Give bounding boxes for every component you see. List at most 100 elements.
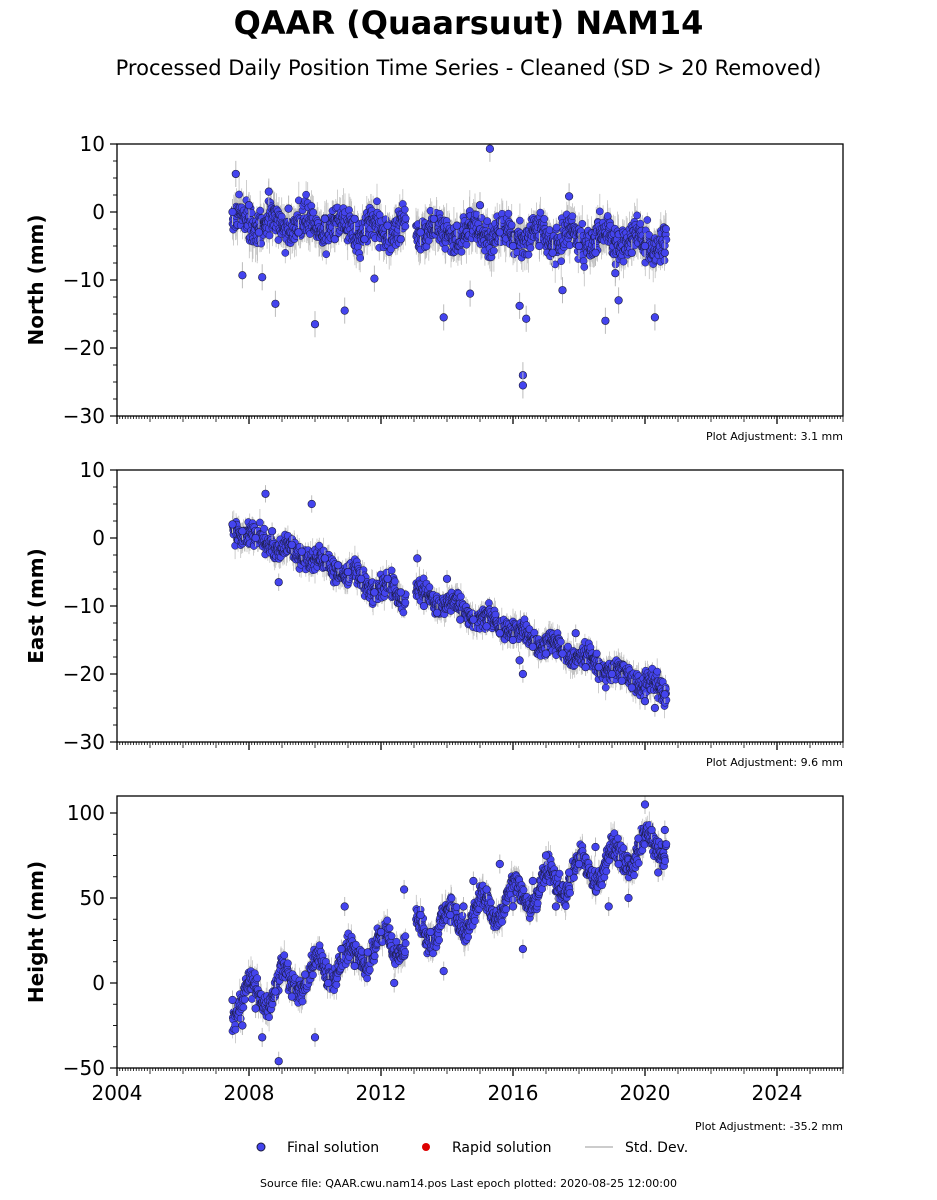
panel-1-data-point: [350, 214, 359, 223]
y-tick-label: −20: [63, 336, 105, 360]
panel-2-data-point: [419, 601, 429, 611]
panel-1-data-point: [258, 273, 267, 282]
x-tick-label: 2008: [224, 1081, 275, 1105]
panel-2-data-point: [433, 608, 442, 617]
panel-1-data-point: [271, 299, 280, 308]
panel-2-data-point: [660, 690, 669, 699]
y-tick-label: 50: [80, 886, 105, 910]
x-tick-label: 2004: [92, 1081, 143, 1105]
panel-3-data-point: [640, 800, 650, 809]
legend-rapid-marker: [422, 1143, 430, 1151]
panel-3-data-point: [634, 834, 643, 843]
panel-2-data-point: [581, 663, 590, 672]
panel-3-data-point: [376, 927, 386, 937]
panel-1-data-point: [370, 274, 379, 283]
panel-3-data-point: [614, 859, 623, 869]
panel-1-data-point: [360, 235, 369, 244]
panel-3-data-point: [654, 868, 663, 877]
page-title: QAAR (Quaarsuut) NAM14: [233, 4, 704, 42]
y-tick-label: 0: [92, 526, 105, 550]
panel-2-data-point: [320, 554, 330, 563]
panel-1-data-point: [320, 214, 330, 223]
panel-3-data-point: [258, 1033, 267, 1042]
panel-2-data-point: [650, 703, 660, 713]
panel-2-data-point: [640, 697, 650, 706]
panel-1-data-point: [228, 207, 237, 217]
panel-3-data-point: [350, 961, 359, 971]
y-tick-label: −50: [63, 1056, 105, 1080]
panel-1-data-point: [475, 201, 485, 210]
panel-2-data-point: [528, 642, 537, 651]
panel-1-data-point: [231, 169, 240, 179]
y-tick-label: 10: [80, 458, 105, 482]
panel-2-data-point: [297, 547, 306, 556]
panel-1-data-point: [558, 286, 567, 295]
panel-3-data-point: [528, 876, 537, 886]
panel-2-data-point: [413, 554, 422, 563]
panel-2: 10 0 −10 −20 −30 East (mm) Plot Adjustment: 9.…: [24, 458, 844, 769]
panel-1-data-point: [284, 204, 293, 213]
panel-1-data-point: [614, 296, 623, 305]
panel-3-data-point: [495, 859, 504, 869]
panel-3-data-point: [416, 910, 425, 920]
panel-3-data-point: [340, 902, 349, 911]
panel-3-data-point: [238, 1021, 247, 1030]
panel-2-data-point: [442, 574, 452, 583]
panel-1-data-point: [650, 313, 660, 322]
legend-final-marker: [256, 1142, 266, 1152]
panel-1-data-point: [601, 316, 610, 325]
panel-2-data-point: [518, 669, 528, 679]
panel-3-data-point: [324, 978, 333, 988]
panel-3-data-point: [604, 902, 613, 911]
panel-3-data-point: [310, 1033, 320, 1042]
legend: Final solution Rapid solution Std. Dev.: [256, 1140, 688, 1156]
panel-1-data-point: [591, 248, 600, 257]
panel-3-frame: [116, 795, 844, 1069]
panel-3-data-point: [363, 948, 372, 957]
panel-1-data-point: [627, 248, 636, 257]
panel-1-data-point: [330, 235, 339, 244]
panel-1-data-point: [264, 187, 273, 196]
y-tick-label: −30: [63, 730, 105, 754]
panel-1-data-point: [485, 144, 495, 153]
panel-2-data-point: [456, 615, 465, 624]
y-tick-label: 100: [67, 801, 105, 825]
panel-3-data-point: [624, 893, 633, 903]
panel-1-data-point: [508, 241, 518, 251]
panel-1-data-point: [340, 306, 349, 315]
panel-2-data-point: [238, 527, 247, 536]
panel-3-data-point: [400, 885, 409, 894]
panel-3-data-point: [469, 876, 478, 886]
legend-stddev-label: Std. Dev.: [625, 1140, 688, 1156]
y-tick-label: 0: [92, 200, 105, 224]
panel-1-data-point: [640, 241, 650, 251]
panel-3-data-point: [274, 1057, 283, 1066]
panel-3-data-point: [564, 868, 574, 877]
panel-1-data-point: [244, 201, 254, 210]
panel-3-data-point: [660, 825, 669, 835]
y-tick-label: 10: [80, 132, 105, 156]
panel-2-cloud: [228, 509, 671, 719]
panel-2-data-point: [627, 683, 636, 692]
panel-2-data-point: [495, 629, 504, 638]
panel-2-data-point: [515, 656, 524, 665]
panel-2-data-point: [383, 574, 392, 583]
panel-1-data-point: [439, 313, 448, 322]
y-tick-label: −30: [63, 404, 105, 428]
panel-1-data-point: [535, 241, 544, 251]
panel-1-data-point: [522, 314, 531, 323]
panel-3-data-point: [287, 992, 297, 1001]
panel-1-data-point: [416, 228, 425, 237]
panel-2-data-point: [607, 669, 617, 679]
y-axis-label: East (mm): [24, 548, 48, 664]
panel-3-data-point: [390, 978, 399, 988]
panel-2-data-point: [307, 499, 316, 509]
panel-3-data-point: [551, 902, 561, 911]
y-tick-label: −20: [63, 662, 105, 686]
panel-1-data-point: [564, 192, 574, 201]
panel-1-frame: [116, 143, 844, 417]
panel-3-data-point: [251, 1004, 260, 1013]
